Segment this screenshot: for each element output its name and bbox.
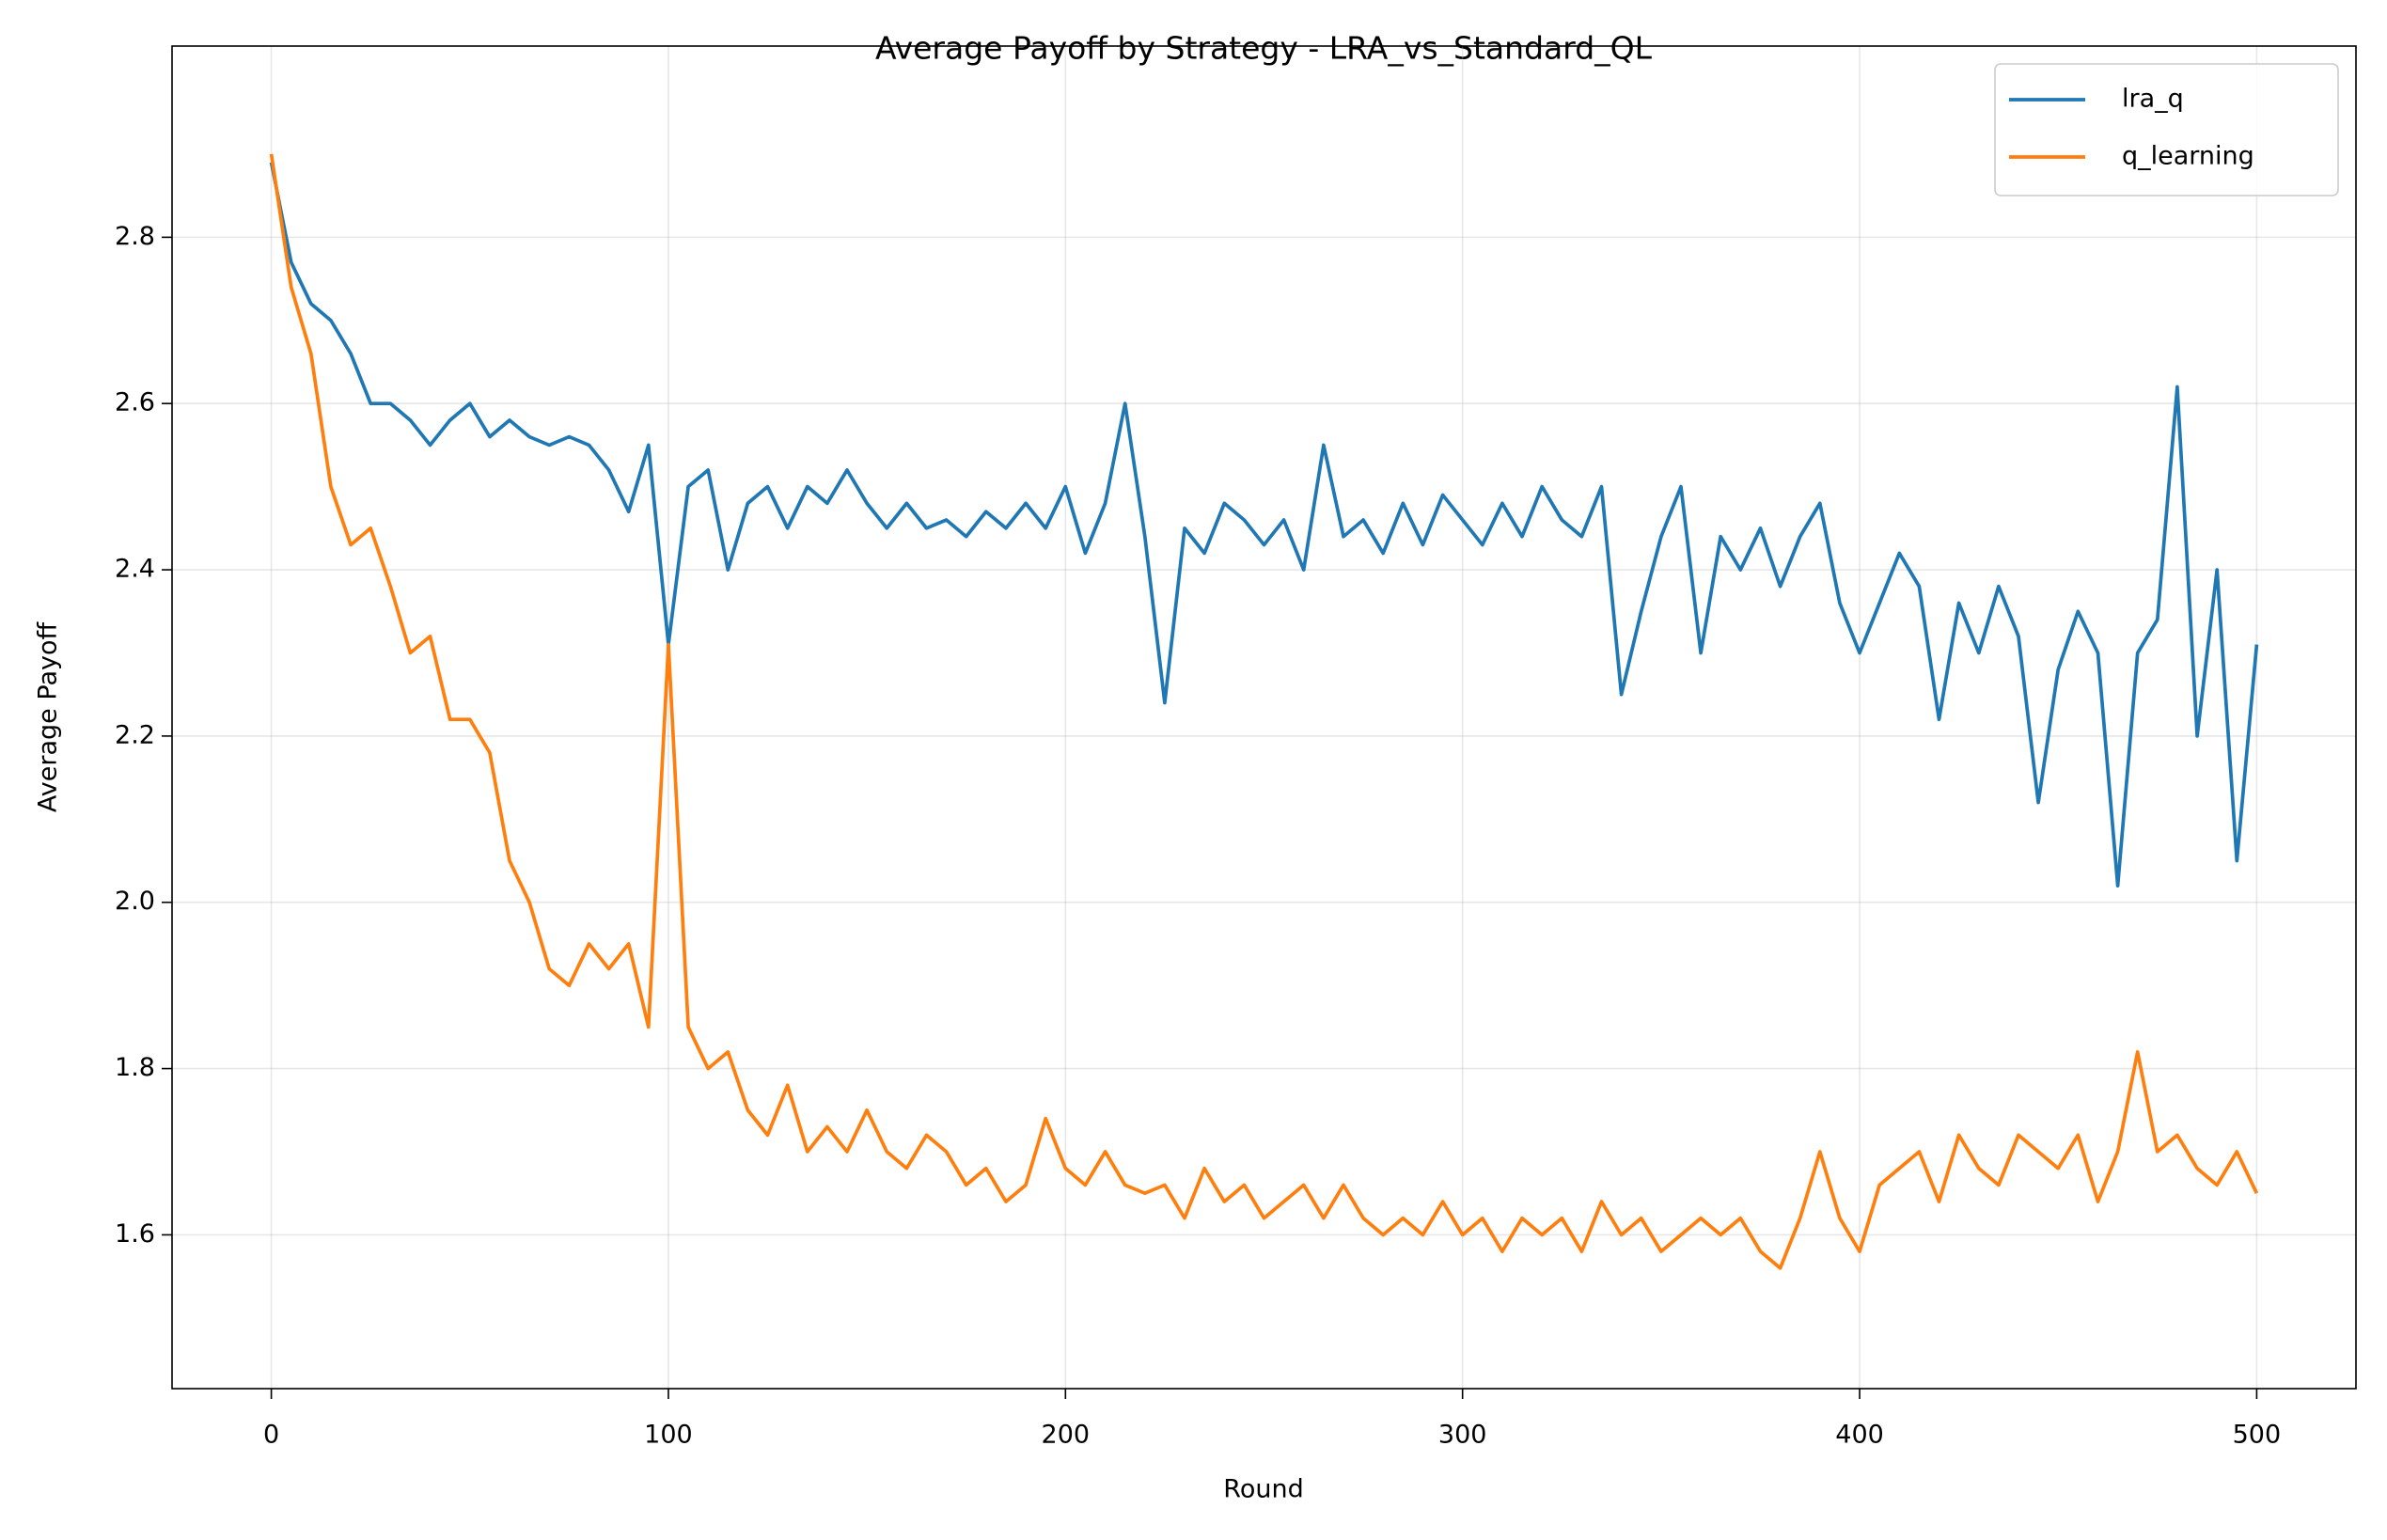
x-axis-label: Round bbox=[1223, 1475, 1303, 1504]
legend-label: lra_q bbox=[2122, 85, 2184, 114]
plot-frame bbox=[171, 45, 2357, 1390]
y-tick-label: 2.2 bbox=[115, 720, 155, 749]
legend-label: q_learning bbox=[2122, 142, 2254, 171]
line-series bbox=[269, 162, 2259, 888]
y-tick-label: 2.0 bbox=[115, 887, 155, 916]
x-tick-label: 400 bbox=[1835, 1421, 1884, 1450]
y-tick-label: 2.8 bbox=[115, 222, 155, 251]
x-tick-label: 0 bbox=[263, 1421, 279, 1450]
legend-box bbox=[1994, 63, 2339, 196]
y-tick-label: 1.6 bbox=[115, 1219, 155, 1249]
x-tick-label: 100 bbox=[644, 1421, 693, 1450]
y-tick-label: 2.4 bbox=[115, 555, 155, 584]
x-tick-label: 300 bbox=[1438, 1421, 1487, 1450]
y-tick-label: 2.6 bbox=[115, 388, 155, 417]
x-tick-label: 200 bbox=[1042, 1421, 1091, 1450]
chart-title: Average Payoff by Strategy - LRA_vs_Stan… bbox=[875, 30, 1653, 67]
y-tick-label: 1.8 bbox=[115, 1053, 155, 1082]
y-axis-label: Average Payoff bbox=[34, 621, 63, 813]
line-series bbox=[269, 153, 2259, 1270]
x-tick-label: 500 bbox=[2233, 1421, 2282, 1450]
